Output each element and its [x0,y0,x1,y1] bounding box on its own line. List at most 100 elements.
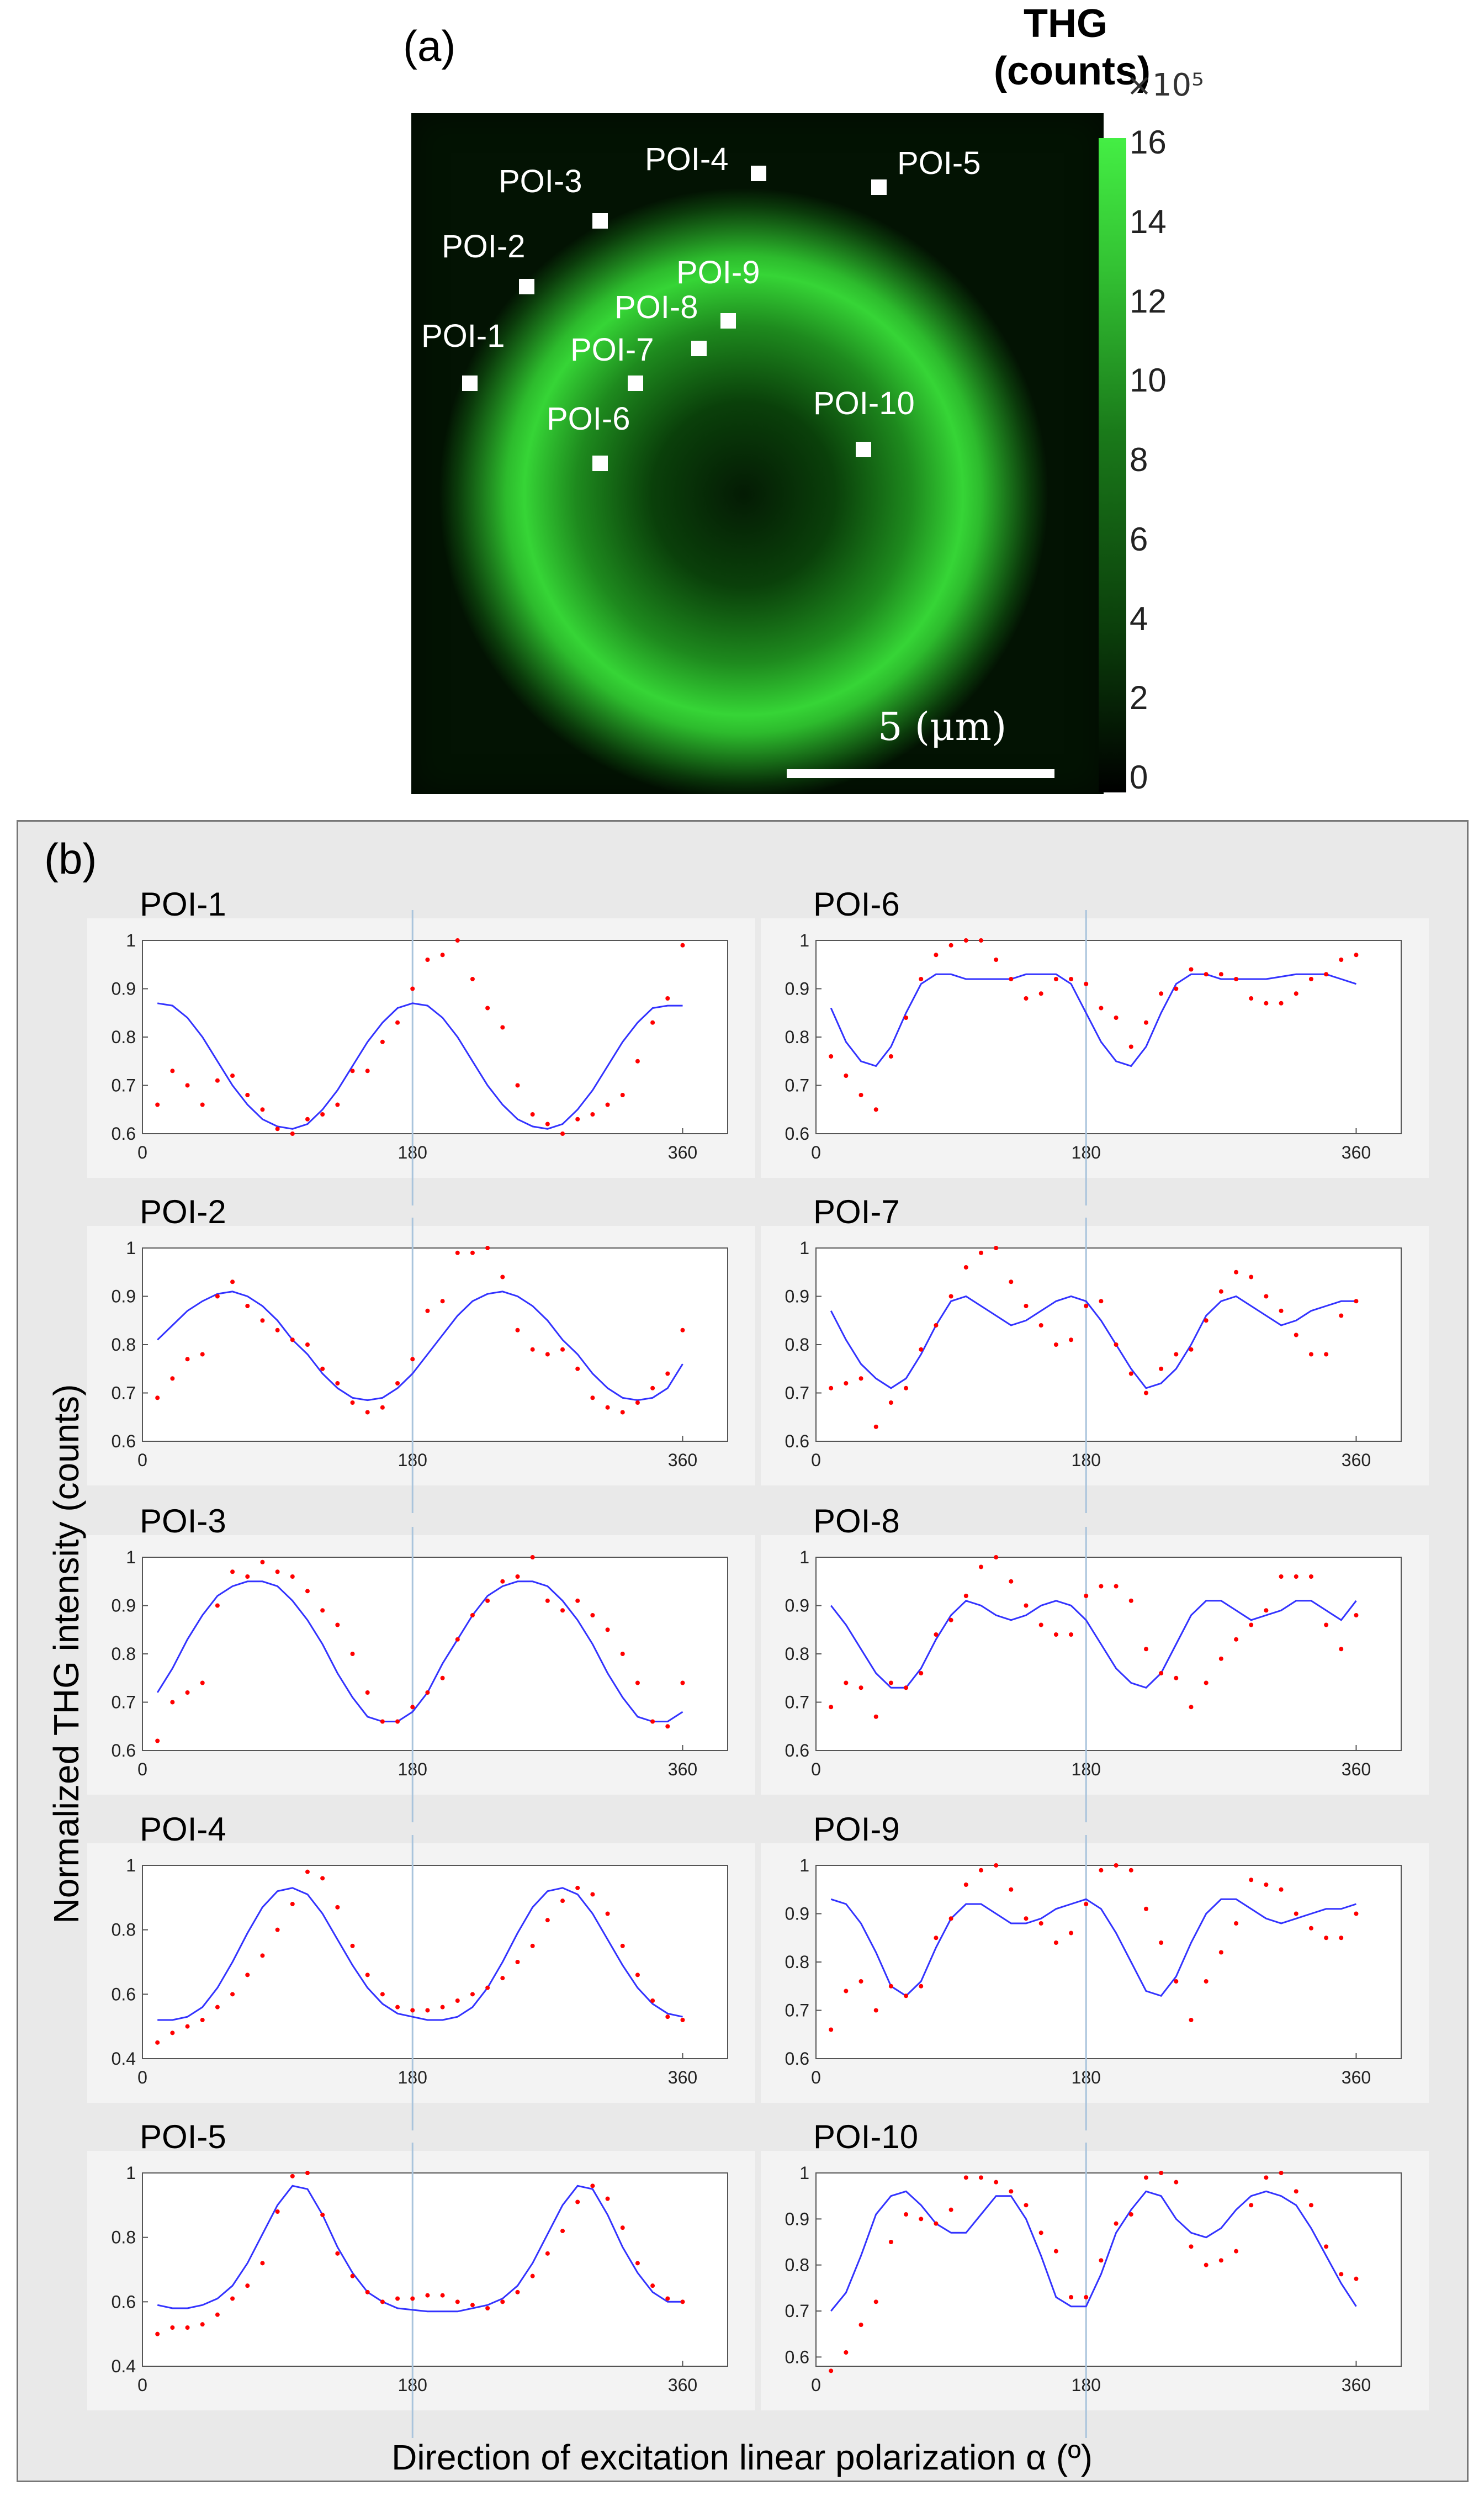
data-point [1038,991,1043,996]
data-point [963,938,968,943]
data-point [485,1985,490,1990]
data-point [888,1680,893,1685]
data-point [545,1352,550,1357]
data-point [425,2008,430,2013]
data-point [410,2296,415,2301]
data-point [365,1410,370,1415]
data-point [1069,2295,1074,2299]
y-tick-label: 0.9 [785,979,809,999]
data-point [350,1069,355,1074]
data-point [605,1911,610,1916]
data-point [320,1112,325,1117]
colorbar-tick-label: 6 [1130,520,1148,558]
plot-title: POI-9 [813,1811,900,1848]
data-point [1218,2258,1223,2263]
data-point [395,1719,400,1724]
data-point [590,2183,595,2188]
data-point [1204,2262,1209,2267]
data-point [1009,1279,1014,1284]
data-point [335,2251,340,2256]
data-point [1084,1902,1089,1906]
data-point [844,1680,849,1685]
data-point [365,1069,370,1074]
x-tick-label: 360 [1342,1759,1371,1779]
data-point [1279,1887,1284,1892]
colorbar-tick-label: 0 [1130,759,1148,796]
data-point [919,1347,924,1352]
data-point [1024,996,1029,1001]
y-tick-label: 0.9 [785,2209,809,2229]
data-point [1159,1366,1164,1371]
data-point [305,1869,310,1874]
data-point [1279,2171,1284,2175]
data-point [650,1020,655,1025]
data-point [560,1899,565,1903]
data-point [545,1122,550,1127]
plot-axes-box [142,940,728,1134]
data-point [1354,1911,1359,1916]
data-point [230,2296,235,2301]
colorbar-tick-label: 4 [1130,600,1148,637]
poi-7-label: POI-7 [570,332,654,368]
plot-title: POI-10 [813,2118,918,2155]
data-point [1069,977,1074,981]
data-point [560,1347,565,1352]
data-point [1053,1940,1058,1945]
data-point [485,2306,490,2310]
data-point [155,2040,160,2045]
data-point [919,1984,924,1989]
poi-9-marker [720,313,736,329]
colorbar [1099,138,1126,792]
data-point [1204,1979,1209,1984]
data-point [650,1386,655,1390]
data-point [1024,1304,1029,1308]
data-point [934,2221,939,2226]
data-point [155,1102,160,1107]
y-tick-label: 0.8 [785,1335,809,1355]
data-point [1249,1878,1254,1882]
x-tick-label: 360 [1342,1143,1371,1162]
y-tick-label: 0.6 [785,2049,809,2069]
data-point [425,2293,430,2298]
x-tick-label: 0 [137,2067,147,2087]
data-point [170,2325,175,2330]
data-point [650,2283,655,2288]
data-point [260,1559,265,1564]
data-point [200,2322,205,2327]
data-point [904,1386,909,1390]
data-point [560,2229,565,2233]
poi-4-marker [751,166,766,181]
data-point [963,2175,968,2180]
data-point [500,1579,505,1584]
data-point [470,2303,475,2308]
y-tick-label: 1 [799,930,809,950]
data-point [545,2251,550,2256]
colorbar-tick-label: 8 [1130,441,1148,478]
plot-axes-box [815,2172,1402,2367]
y-tick-label: 0.4 [112,2356,136,2376]
data-point [1324,1622,1329,1627]
data-point [350,2273,355,2278]
data-point [873,2008,878,2013]
data-point [1038,1921,1043,1926]
data-point [1009,977,1014,981]
data-point [904,2212,909,2217]
data-point [305,2171,310,2175]
poi-9-label: POI-9 [676,255,760,290]
data-point [1354,953,1359,958]
data-point [888,2240,893,2244]
data-point [650,1719,655,1724]
y-tick-label: 0.6 [112,1124,136,1144]
data-point [1234,1921,1239,1926]
y-tick-label: 0.9 [112,1596,136,1616]
data-point [994,1555,999,1559]
data-point [1038,2230,1043,2235]
y-tick-label: 0.9 [112,1287,136,1307]
y-tick-label: 0.4 [112,2049,136,2069]
data-point [605,1405,610,1410]
data-point [365,1690,370,1695]
data-point [605,2196,610,2201]
data-point [1204,1318,1209,1323]
data-point [1339,958,1344,962]
data-point [1264,2175,1269,2180]
